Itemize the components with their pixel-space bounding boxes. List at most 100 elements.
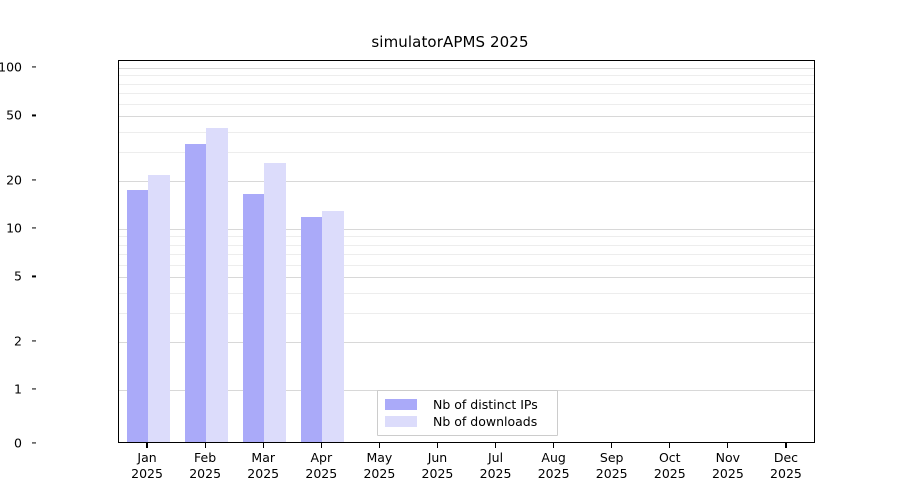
gridline-3	[119, 313, 814, 315]
gridline-6	[119, 264, 814, 266]
x-tick-month: Feb	[194, 450, 217, 465]
x-tick-mark-jan	[146, 443, 148, 448]
x-tick-year: 2025	[363, 465, 396, 481]
x-tick-mark-jun	[436, 443, 438, 448]
y-axis: 100 50 20 10 5 2 1 0	[0, 0, 118, 500]
gridline-70	[119, 92, 814, 94]
legend-label: Nb of distinct IPs	[433, 397, 538, 412]
gridline-9	[119, 236, 814, 238]
bar-mar-ips	[242, 194, 265, 442]
bar-feb-downloads	[206, 128, 228, 442]
y-tick-label-50: 50	[6, 107, 22, 123]
x-tick-mark-feb	[204, 443, 206, 448]
x-tick-month: Nov	[715, 450, 741, 465]
x-tick-mark-oct	[669, 443, 671, 448]
gridline-30	[119, 152, 814, 154]
x-tick-year: 2025	[537, 465, 570, 481]
x-tick-label-sep: Sep 2025	[596, 450, 628, 481]
x-tick-month: Aug	[541, 450, 566, 465]
gridline-5	[119, 277, 814, 279]
x-tick-label-jun: Jun 2025	[422, 450, 454, 481]
x-tick-year: 2025	[711, 465, 744, 481]
x-tick-year: 2025	[305, 465, 338, 481]
x-tick-label-aug: Aug 2025	[538, 450, 570, 481]
x-tick-year: 2025	[421, 465, 454, 481]
x-tick-mark-jul	[494, 443, 497, 448]
bar-feb-ips	[184, 143, 207, 442]
y-tick-mark-100	[31, 66, 36, 68]
x-tick-label-jul: Jul 2025	[480, 450, 512, 481]
x-tick-month: Mar	[251, 450, 275, 465]
y-tick-label-1: 1	[14, 381, 22, 397]
gridline-10	[119, 229, 814, 230]
bar-apr-ips	[300, 217, 323, 442]
y-tick-mark-1	[31, 388, 36, 390]
y-tick-mark-20	[31, 178, 36, 181]
gridline-50	[119, 116, 814, 118]
x-tick-mark-apr	[320, 443, 322, 448]
gridline-90	[119, 75, 814, 77]
x-tick-mark-dec	[785, 443, 787, 448]
gridlines	[119, 61, 814, 442]
x-tick-mark-sep	[611, 443, 613, 448]
bar-mar-downloads	[264, 162, 286, 442]
x-tick-month: May	[366, 450, 393, 465]
x-tick-label-feb: Feb 2025	[189, 450, 221, 481]
x-tick-label-apr: Apr 2025	[305, 450, 337, 481]
gridline-60	[119, 103, 814, 105]
x-tick-month: Apr	[310, 450, 333, 465]
x-tick-year: 2025	[247, 465, 280, 481]
gridline-2	[119, 341, 814, 343]
x-tick-mark-mar	[262, 443, 264, 448]
gridline-20	[119, 180, 814, 182]
x-tick-label-oct: Oct 2025	[654, 450, 686, 481]
x-tick-label-nov: Nov 2025	[712, 450, 744, 481]
gridline-100	[119, 68, 814, 69]
x-tick-year: 2025	[653, 465, 686, 481]
x-tick-label-mar: Mar 2025	[247, 450, 279, 481]
legend-swatch-icon	[385, 416, 417, 427]
x-tick-month: Dec	[773, 450, 799, 465]
x-axis: Jan 2025 Feb 2025 Mar 2025 Apr 2025 May 2025 Jun 20…	[0, 443, 900, 500]
y-tick-label-0: 0	[14, 435, 22, 451]
x-tick-mark-may	[378, 443, 380, 448]
gridline-40	[119, 132, 814, 134]
y-tick-mark-5	[31, 275, 36, 278]
y-tick-label-10: 10	[6, 220, 22, 236]
chart-legend: Nb of distinct IPs Nb of downloads	[377, 390, 558, 436]
x-tick-year: 2025	[595, 465, 628, 481]
bar-jan-downloads	[148, 175, 170, 442]
y-tick-mark-10	[31, 227, 36, 229]
y-tick-mark-2	[31, 339, 36, 342]
gridline-7	[119, 253, 814, 255]
x-tick-label-may: May 2025	[363, 450, 395, 481]
legend-item-ips[interactable]: Nb of distinct IPs	[385, 396, 549, 413]
gridline-8	[119, 244, 814, 246]
x-tick-month: Jan	[137, 450, 157, 465]
bars-layer	[119, 61, 814, 442]
y-tick-mark-0	[31, 442, 36, 444]
x-tick-year: 2025	[770, 465, 802, 481]
legend-swatch-icon	[385, 399, 417, 410]
bar-apr-downloads	[322, 211, 344, 442]
x-tick-year: 2025	[479, 465, 512, 481]
x-tick-label-dec: Dec 2025	[770, 450, 802, 481]
y-tick-label-2: 2	[14, 333, 22, 349]
gridline-4	[119, 293, 814, 295]
x-tick-month: Oct	[658, 450, 681, 465]
x-tick-month: Jun	[427, 450, 448, 465]
y-tick-label-20: 20	[6, 172, 22, 188]
bar-jan-ips	[126, 189, 149, 442]
x-tick-month: Sep	[599, 450, 624, 465]
y-tick-label-100: 100	[0, 59, 22, 75]
legend-item-downloads[interactable]: Nb of downloads	[385, 413, 549, 430]
plot-area	[118, 60, 815, 443]
x-tick-mark-nov	[727, 443, 729, 448]
x-tick-mark-aug	[553, 443, 555, 448]
x-tick-month: Jul	[487, 450, 504, 465]
y-tick-label-5: 5	[14, 268, 22, 284]
legend-label: Nb of downloads	[433, 414, 538, 429]
x-tick-year: 2025	[131, 465, 163, 481]
chart-title: simulatorAPMS 2025	[371, 33, 529, 51]
